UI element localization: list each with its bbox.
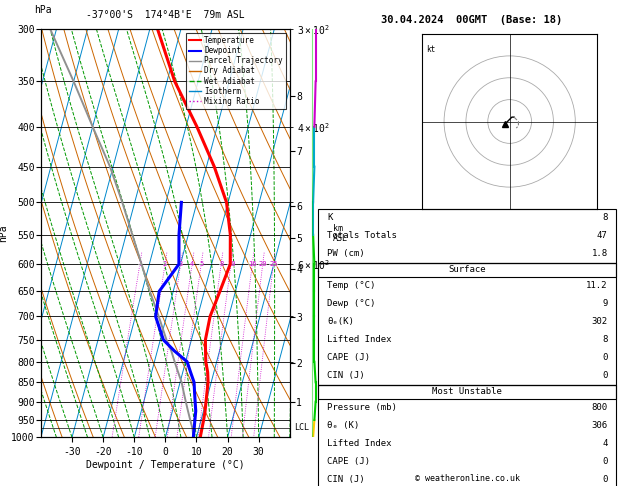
Text: © weatheronline.co.uk: © weatheronline.co.uk [415, 474, 520, 483]
Y-axis label: hPa: hPa [0, 225, 8, 242]
Text: 5: 5 [199, 261, 203, 267]
Text: 11.2: 11.2 [586, 281, 608, 290]
Text: LCL: LCL [294, 423, 309, 432]
Text: K: K [327, 213, 333, 223]
Text: 47: 47 [597, 231, 608, 241]
Text: 8: 8 [602, 213, 608, 223]
Text: Most Unstable: Most Unstable [432, 387, 502, 396]
Text: 10: 10 [226, 261, 235, 267]
Text: -37°00'S  174°4B'E  79m ASL: -37°00'S 174°4B'E 79m ASL [86, 10, 245, 19]
Bar [318, 263, 616, 385]
Text: 20: 20 [259, 261, 267, 267]
Text: Dewp (°C): Dewp (°C) [327, 299, 376, 308]
Text: Totals Totals: Totals Totals [327, 231, 397, 241]
Text: CIN (J): CIN (J) [327, 371, 365, 381]
Bar [318, 385, 616, 486]
Text: 1: 1 [138, 261, 142, 267]
Text: 16: 16 [248, 261, 257, 267]
Text: Surface: Surface [448, 265, 486, 275]
Text: θₑ(K): θₑ(K) [327, 317, 354, 327]
Text: PW (cm): PW (cm) [327, 249, 365, 259]
Text: 8: 8 [219, 261, 223, 267]
Text: 9: 9 [602, 299, 608, 308]
Text: CAPE (J): CAPE (J) [327, 457, 370, 466]
Text: 0: 0 [602, 371, 608, 381]
Text: kt: kt [426, 45, 436, 54]
Text: 4: 4 [602, 439, 608, 448]
Bar [318, 209, 616, 263]
Text: 25: 25 [269, 261, 277, 267]
Text: 800: 800 [591, 403, 608, 412]
Text: Lifted Index: Lifted Index [327, 335, 392, 345]
Text: 0: 0 [602, 457, 608, 466]
Text: CIN (J): CIN (J) [327, 475, 365, 484]
Bar [318, 263, 616, 277]
Text: 0: 0 [602, 353, 608, 363]
Text: 3: 3 [179, 261, 183, 267]
Text: 302: 302 [591, 317, 608, 327]
Text: CAPE (J): CAPE (J) [327, 353, 370, 363]
Text: 0: 0 [602, 475, 608, 484]
Bar [318, 385, 616, 399]
Text: hPa: hPa [35, 5, 52, 15]
Text: θₑ (K): θₑ (K) [327, 421, 359, 430]
Legend: Temperature, Dewpoint, Parcel Trajectory, Dry Adiabat, Wet Adiabat, Isotherm, Mi: Temperature, Dewpoint, Parcel Trajectory… [186, 33, 286, 109]
X-axis label: Dewpoint / Temperature (°C): Dewpoint / Temperature (°C) [86, 460, 245, 470]
Text: 2: 2 [163, 261, 167, 267]
Text: 306: 306 [591, 421, 608, 430]
Y-axis label: km
ASL: km ASL [333, 224, 348, 243]
Text: 4: 4 [190, 261, 194, 267]
Text: 8: 8 [602, 335, 608, 345]
Text: Temp (°C): Temp (°C) [327, 281, 376, 290]
Text: Pressure (mb): Pressure (mb) [327, 403, 397, 412]
Text: Lifted Index: Lifted Index [327, 439, 392, 448]
Text: 1.8: 1.8 [591, 249, 608, 259]
Text: 30.04.2024  00GMT  (Base: 18): 30.04.2024 00GMT (Base: 18) [381, 15, 562, 25]
